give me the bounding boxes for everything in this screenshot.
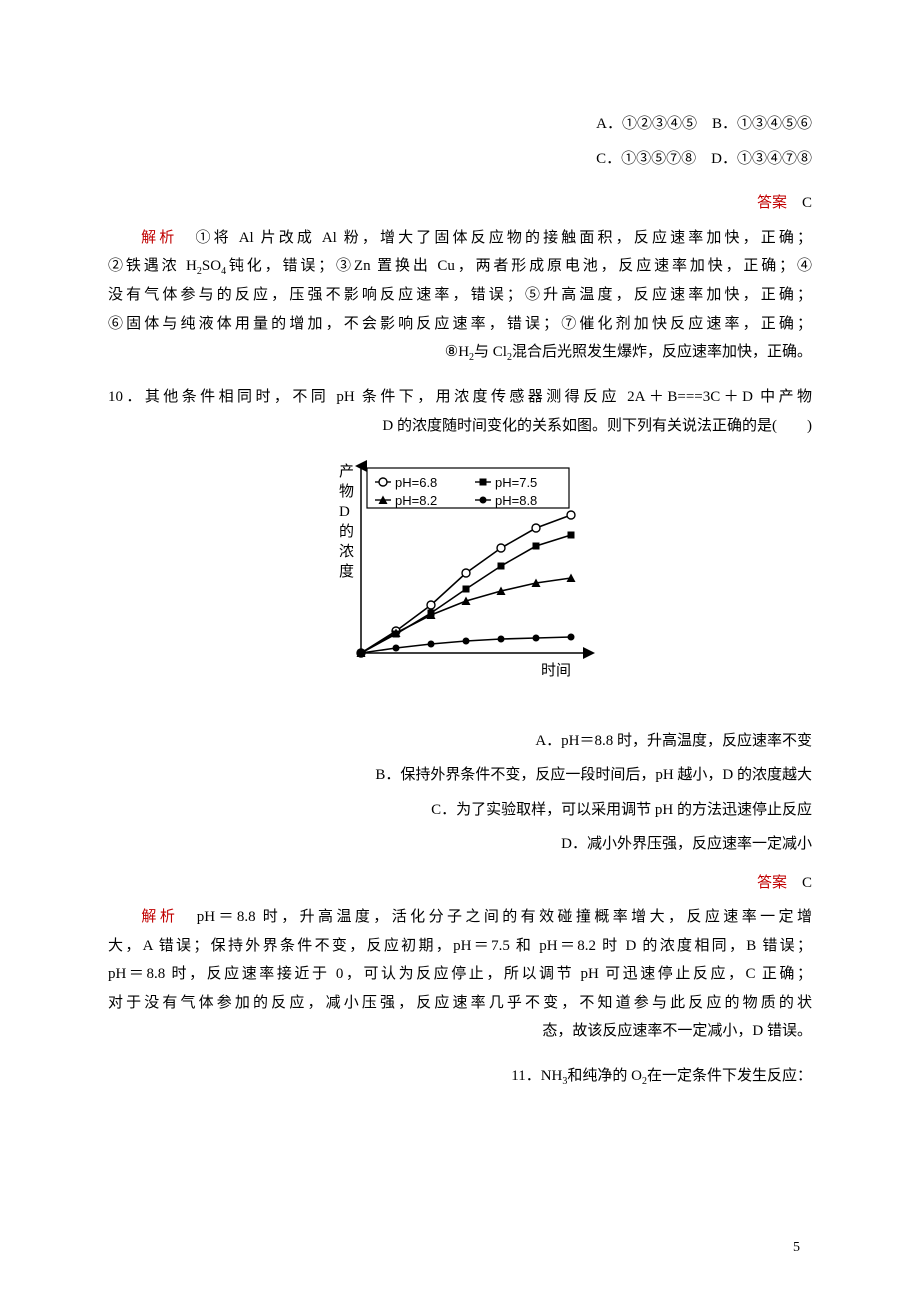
q9-analysis-l2a: ②铁遇浓 H	[108, 258, 197, 274]
svg-text:pH=8.8: pH=8.8	[495, 493, 537, 508]
q9-analysis-l4: ⑥固体与纯液体用量的增加，不会影响反应速率，错误；⑦催化剂加快反应速率，正确；	[108, 310, 812, 339]
q10-analysis-l4: 对于没有气体参加的反应，减小压强，反应速率几乎不变，不知道参与此反应的物质的状	[108, 989, 812, 1018]
q10-opt-a: A．pH＝8.8 时，升高温度，反应速率不变	[108, 727, 812, 756]
concentration-chart: 产物D的浓度时间 pH=6.8 pH=7.5 pH=8.2 pH=8.8	[321, 458, 599, 698]
svg-text:的: 的	[339, 523, 354, 540]
q9-analysis-l3: 没有气体参与的反应，压强不影响反应速率，错误；⑤升高温度，反应速率加快，正确；	[108, 281, 812, 310]
svg-text:度: 度	[339, 563, 354, 580]
q9-opt-b: B．①③④⑤⑥	[712, 116, 812, 132]
svg-text:pH=6.8: pH=6.8	[395, 475, 437, 490]
q11-stem-b: 和纯净的 O	[567, 1068, 642, 1084]
q11-stem-a: 11．NH	[511, 1068, 562, 1084]
chart-container: 产物D的浓度时间 pH=6.8 pH=7.5 pH=8.2 pH=8.8	[108, 458, 812, 709]
q9-answer-line: 答案 C	[108, 189, 812, 218]
q10-opt-d: D．减小外界压强，反应速率一定减小	[108, 830, 812, 859]
page-number: 5	[793, 1235, 800, 1262]
q9-answer: C	[802, 195, 812, 211]
q10-analysis-l3: pH＝8.8 时，反应速率接近于 0，可认为反应停止，所以调节 pH 可迅速停止…	[108, 960, 812, 989]
q9-opt-d: D．①③④⑦⑧	[711, 151, 812, 167]
q9-options-row1: A．①②③④⑤ B．①③④⑤⑥	[108, 110, 812, 139]
q10-analysis-l5: 态，故该反应速率不一定减小，D 错误。	[108, 1017, 812, 1046]
q9-opt-c: C．①③⑤⑦⑧	[596, 151, 696, 167]
q10-analysis-label: 解析	[138, 909, 178, 925]
q11-stem-c: 在一定条件下发生反应：	[647, 1068, 812, 1084]
q9-answer-label: 答案	[757, 195, 787, 211]
q10-answer-line: 答案 C	[108, 869, 812, 898]
q10-opt-c: C．为了实验取样，可以采用调节 pH 的方法迅速停止反应	[108, 796, 812, 825]
q10-analysis-l1: pH＝8.8 时，升高温度，活化分子之间的有效碰撞概率增大，反应速率一定增	[197, 909, 812, 925]
svg-text:pH=7.5: pH=7.5	[495, 475, 537, 490]
q9-analysis-l2c: 钝化，错误；③Zn 置换出 Cu，两者形成原电池，反应速率加快，正确；④	[226, 258, 812, 274]
q10-stem-l1: 10．其他条件相同时，不同 pH 条件下，用浓度传感器测得反应 2A＋B===3…	[108, 383, 812, 412]
q9-options-row2: C．①③⑤⑦⑧ D．①③④⑦⑧	[108, 145, 812, 174]
q9-analysis: 解析 ①将 Al 片改成 Al 粉，增大了固体反应物的接触面积，反应速率加快，正…	[108, 224, 812, 368]
q9-opt-a: A．①②③④⑤	[596, 116, 697, 132]
q10-analysis: 解析 pH＝8.8 时，升高温度，活化分子之间的有效碰撞概率增大，反应速率一定增…	[108, 903, 812, 1046]
q9-analysis-l1: ①将 Al 片改成 Al 粉，增大了固体反应物的接触面积，反应速率加快，正确；	[196, 230, 812, 246]
q9-analysis-l5c: 混合后光照发生爆炸，反应速率加快，正确。	[512, 344, 812, 360]
q10-answer: C	[802, 875, 812, 891]
svg-text:浓: 浓	[339, 543, 354, 560]
q10-stem-l2: D 的浓度随时间变化的关系如图。则下列有关说法正确的是( )	[108, 412, 812, 441]
q10-stem: 10．其他条件相同时，不同 pH 条件下，用浓度传感器测得反应 2A＋B===3…	[108, 383, 812, 440]
q11-stem: 11．NH3和纯净的 O2在一定条件下发生反应：	[108, 1062, 812, 1091]
q9-analysis-l5b: 与 Cl	[474, 344, 507, 360]
q10-analysis-l2: 大，A 错误；保持外界条件不变，反应初期，pH＝7.5 和 pH＝8.2 时 D…	[108, 932, 812, 961]
svg-text:产: 产	[339, 463, 354, 480]
svg-text:pH=8.2: pH=8.2	[395, 493, 437, 508]
q9-analysis-l2b: SO	[202, 258, 221, 274]
svg-text:物: 物	[339, 483, 354, 500]
q10-opt-b: B．保持外界条件不变，反应一段时间后，pH 越小，D 的浓度越大	[108, 761, 812, 790]
svg-text:D: D	[339, 504, 350, 520]
svg-text:时间: 时间	[541, 662, 571, 679]
q9-analysis-l5a: ⑧H	[445, 344, 469, 360]
q9-analysis-label: 解析	[138, 230, 177, 246]
q10-answer-label: 答案	[757, 875, 787, 891]
